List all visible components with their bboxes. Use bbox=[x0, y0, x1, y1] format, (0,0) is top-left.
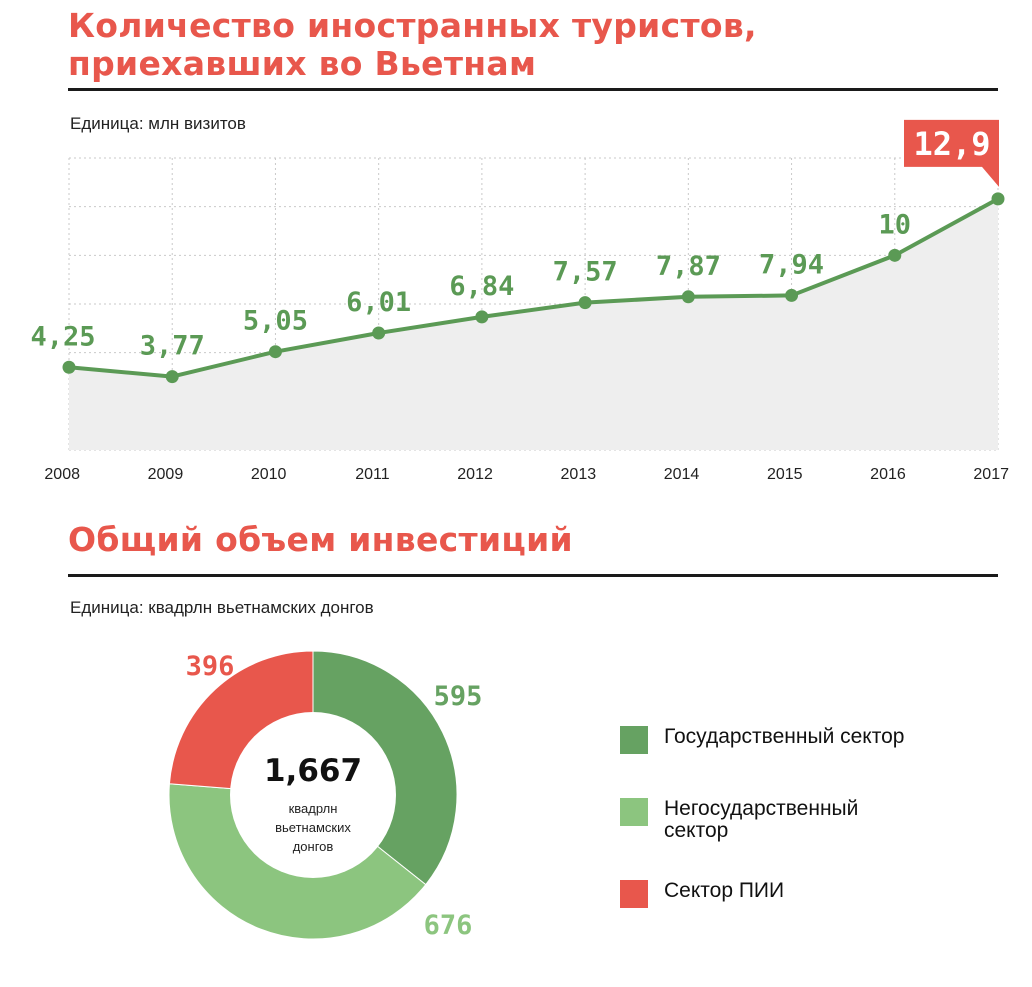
chart2-unit-label: Единица: квадрлн вьетнамских донгов bbox=[70, 598, 374, 617]
legend-swatch-nonstate bbox=[620, 798, 648, 826]
chart1-title-line1: Количество иностранных туристов, bbox=[68, 6, 757, 45]
value-label-2012: 6,84 bbox=[449, 271, 514, 302]
donut-center-caption-3: донгов bbox=[293, 839, 334, 854]
x-tick-2011: 2011 bbox=[355, 466, 390, 483]
data-point-2014 bbox=[681, 290, 695, 304]
donut-center-caption-1: квадрлн bbox=[289, 801, 338, 816]
data-point-2012 bbox=[475, 310, 489, 324]
value-label-2016: 10 bbox=[879, 209, 912, 240]
chart2-title-rule bbox=[68, 574, 998, 577]
value-label-2008: 4,25 bbox=[30, 321, 95, 352]
value-label-2015: 7,94 bbox=[759, 249, 824, 280]
value-label-2011: 6,01 bbox=[346, 287, 411, 318]
legend-label-fdi: Сектор ПИИ bbox=[664, 879, 785, 902]
x-tick-2008: 2008 bbox=[44, 466, 80, 483]
line-chart: 4,25 3,77 5,05 6,01 6,84 7,57 7,87 7,94 10 12,9 2… bbox=[30, 119, 1009, 483]
value-label-2010: 5,05 bbox=[243, 306, 308, 337]
value-label-2017: 12,9 bbox=[913, 125, 990, 163]
value-label-2013: 7,57 bbox=[553, 257, 618, 288]
data-point-2009 bbox=[165, 370, 179, 384]
data-point-2011 bbox=[372, 326, 386, 340]
donut-center-total: 1,667 bbox=[264, 753, 362, 789]
value-label-2009: 3,77 bbox=[140, 331, 205, 362]
x-tick-2009: 2009 bbox=[148, 466, 184, 483]
line-chart-series bbox=[68, 197, 999, 379]
line-chart-area bbox=[69, 198, 998, 450]
donut-center-hole bbox=[230, 712, 396, 878]
data-point-2010 bbox=[268, 345, 282, 359]
legend-swatch-fdi bbox=[620, 880, 648, 908]
data-point-2015 bbox=[785, 288, 799, 302]
x-tick-2012: 2012 bbox=[457, 466, 493, 483]
chart1-unit-label: Единица: млн визитов bbox=[70, 114, 246, 133]
donut-center-caption-2: вьетнамских bbox=[275, 820, 351, 835]
data-point-2013 bbox=[578, 296, 592, 310]
chart1-title-rule bbox=[68, 88, 998, 91]
donut-value-label-state: 595 bbox=[434, 681, 483, 712]
data-point-2017 bbox=[991, 192, 1005, 206]
legend-item-state: Государственный сектор bbox=[620, 726, 924, 754]
data-point-2016 bbox=[888, 248, 902, 262]
x-tick-2017: 2017 bbox=[973, 466, 1009, 483]
value-callout-2017: 12,9 bbox=[904, 119, 999, 187]
x-tick-2014: 2014 bbox=[664, 466, 700, 483]
donut-chart: 1,667 квадрлн вьетнамских донгов 595 676 3… bbox=[168, 650, 483, 941]
legend-swatch-state bbox=[620, 726, 648, 754]
legend-item-nonstate: Негосударственный сектор bbox=[620, 798, 914, 842]
chart2-title: Общий объем инвестиций bbox=[68, 520, 573, 559]
legend-item-fdi: Сектор ПИИ bbox=[620, 880, 924, 908]
value-callout-box bbox=[904, 119, 999, 187]
value-label-2014: 7,87 bbox=[656, 251, 721, 282]
x-tick-2013: 2013 bbox=[561, 466, 597, 483]
data-point-2008 bbox=[62, 360, 76, 374]
legend-label-nonstate: Негосударственный сектор bbox=[664, 797, 859, 842]
donut-value-label-nonstate: 676 bbox=[424, 910, 473, 941]
chart1-title-line2: приехавших во Вьетнам bbox=[68, 44, 537, 83]
x-tick-2010: 2010 bbox=[251, 466, 287, 483]
donut-value-label-fdi: 396 bbox=[186, 651, 235, 682]
legend-label-state: Государственный сектор bbox=[664, 725, 905, 748]
x-tick-2016: 2016 bbox=[870, 466, 906, 483]
x-tick-2015: 2015 bbox=[767, 466, 803, 483]
